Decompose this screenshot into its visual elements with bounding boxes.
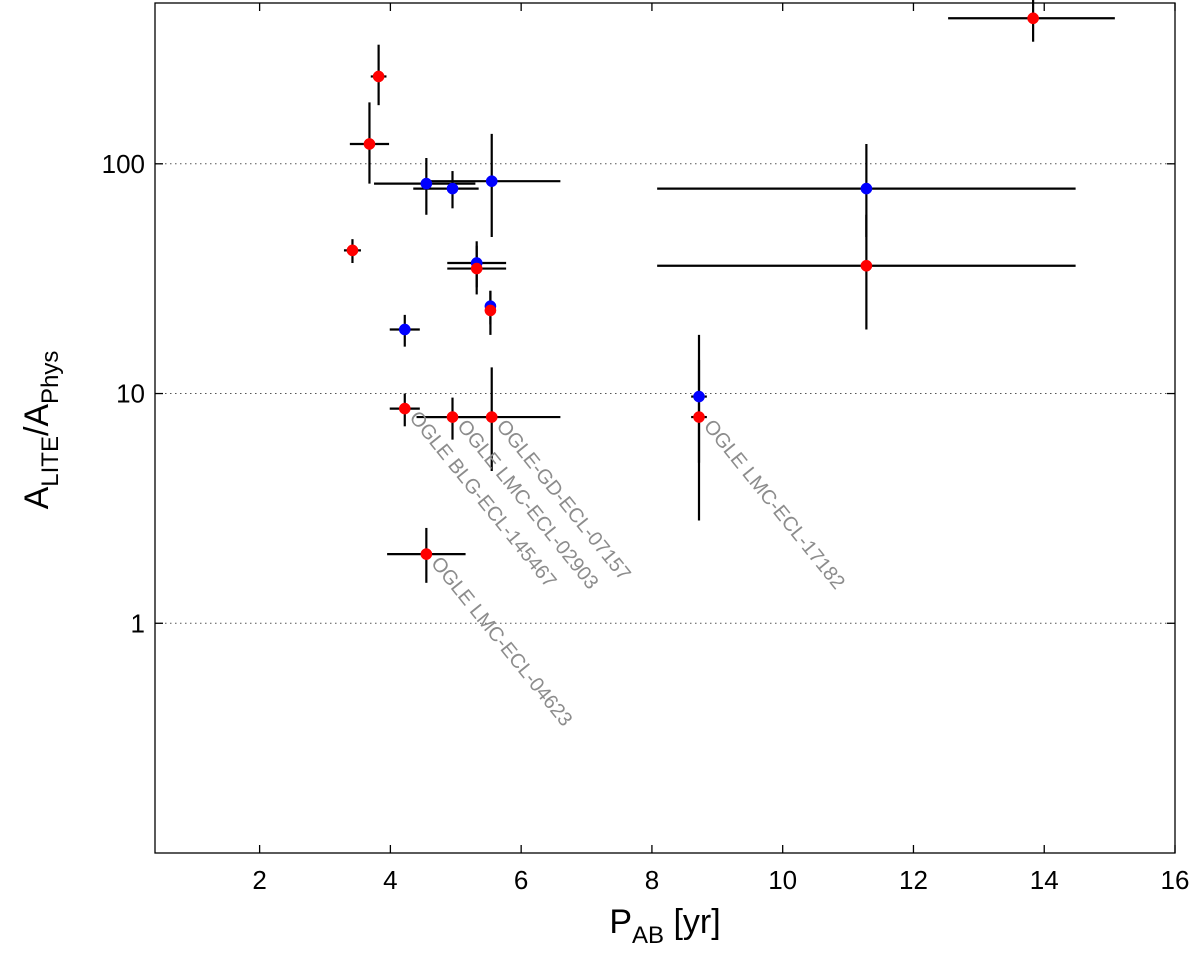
- data-point-red: [346, 244, 359, 257]
- data-point-blue: [398, 323, 411, 336]
- grid-lines: [155, 163, 1175, 624]
- data-point-red: [485, 411, 498, 423]
- data-point-red: [470, 262, 483, 275]
- data-point-red: [372, 70, 385, 83]
- x-tick-label: 16: [1161, 865, 1190, 895]
- y-axis-label-slash: /A: [18, 404, 56, 436]
- data-point-blue: [485, 175, 498, 188]
- data-point-blue: [860, 182, 873, 195]
- y-tick-label: 1: [131, 608, 145, 638]
- x-tick-label: 2: [252, 865, 266, 895]
- y-tick-label: 100: [102, 149, 145, 179]
- data-point-red: [693, 411, 705, 423]
- data-point-red: [446, 411, 459, 423]
- x-axis-label-unit: [yr]: [664, 903, 721, 941]
- data-point-red: [420, 548, 433, 560]
- x-tick-label: 12: [899, 865, 928, 895]
- x-axis-label-sub: AB: [632, 922, 664, 949]
- data-point-red: [363, 138, 376, 150]
- data-point-blue: [420, 177, 433, 190]
- x-tick-label: 6: [514, 865, 528, 895]
- data-point-red: [860, 259, 873, 272]
- x-tick-label: 10: [768, 865, 797, 895]
- x-axis-label-main: P: [609, 903, 632, 941]
- y-tick-label: 10: [116, 379, 145, 409]
- data-point-red: [484, 304, 497, 317]
- y-axis-label-sub2: Phys: [37, 351, 64, 404]
- data-points: [346, 12, 1039, 560]
- data-point-blue: [446, 182, 459, 195]
- data-point-blue: [693, 390, 705, 403]
- error-bars: [343, 0, 1115, 583]
- plot-frame: [154, 2, 1176, 854]
- x-axis-label: PAB [yr]: [609, 903, 720, 949]
- x-tick-label: 4: [383, 865, 397, 895]
- y-axis-label-sub1: LITE: [37, 436, 64, 487]
- x-tick-label: 8: [645, 865, 659, 895]
- annotation-label: OGLE LMC-ECL-17182: [699, 416, 849, 594]
- x-tick-label: 14: [1030, 865, 1059, 895]
- y-axis-label: ALITE/APhys: [18, 351, 64, 510]
- y-axis-label-main: A: [18, 486, 56, 509]
- data-point-red: [1027, 12, 1039, 25]
- data-point-red: [398, 402, 411, 415]
- axis-ticks: 1101001000246810121416: [102, 3, 1190, 895]
